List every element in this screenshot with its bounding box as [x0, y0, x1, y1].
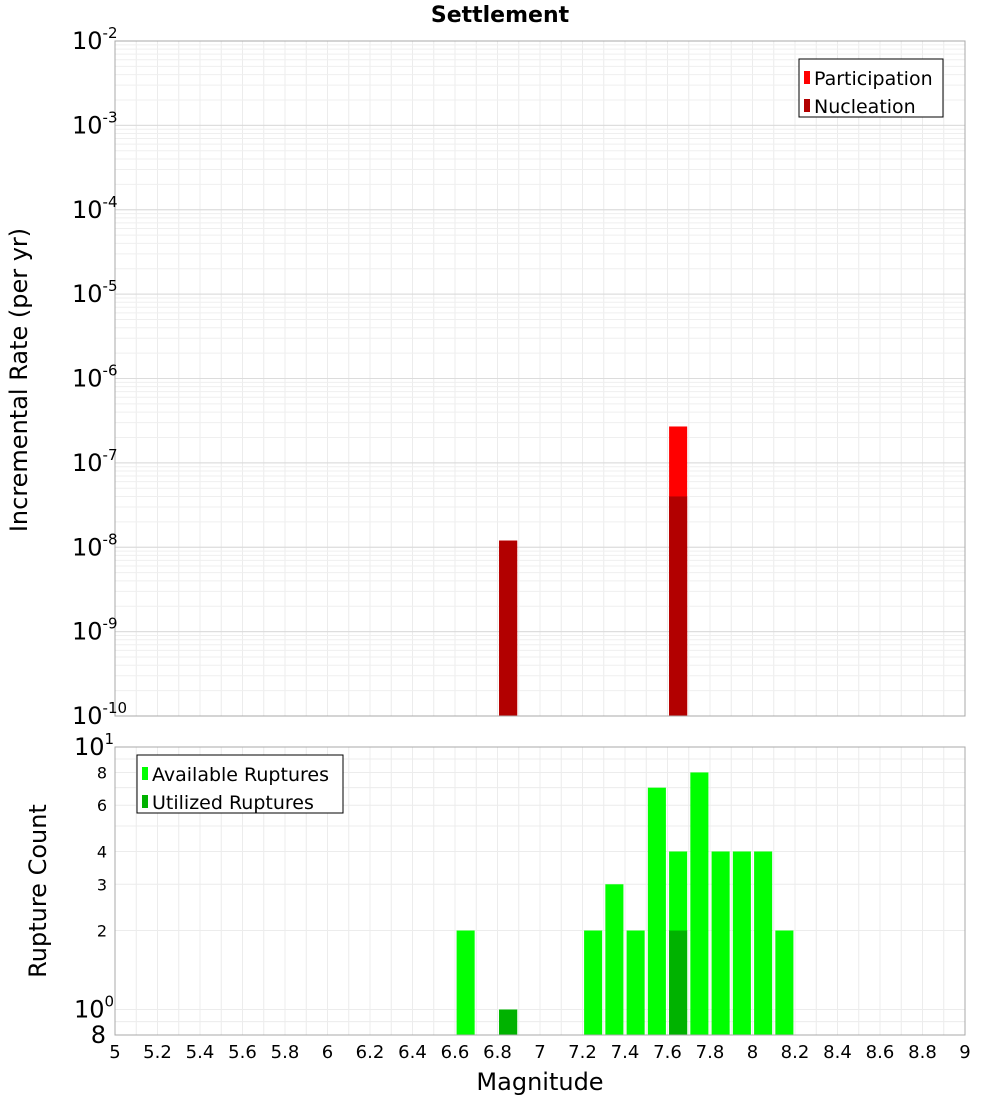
bar-nucleation: [669, 496, 688, 716]
top-legend: Participation Nucleation: [798, 58, 944, 118]
bottom-plot-bars: [456, 772, 794, 1035]
legend-box: [798, 58, 944, 118]
y-tick-label: 10-10: [72, 699, 127, 730]
legend-label: Available Ruptures: [152, 764, 329, 786]
x-tick-label: 5.4: [186, 1042, 215, 1063]
bar-available-ruptures: [584, 930, 603, 1035]
y-tick-label: 10-6: [72, 362, 118, 393]
x-tick-label: 7.6: [653, 1042, 682, 1063]
bar-available-ruptures: [647, 787, 666, 1035]
x-tick-label: 8.8: [908, 1042, 937, 1063]
bar-available-ruptures: [754, 851, 773, 1035]
legend-swatch: [142, 795, 148, 808]
y-tick-label: 100: [74, 993, 114, 1024]
y-tick-label: 10-2: [72, 24, 118, 55]
bar-utilized-ruptures: [499, 1009, 518, 1035]
legend-label: Nucleation: [814, 96, 916, 118]
x-tick-label: 7.2: [568, 1042, 597, 1063]
y-tick-label: 10-3: [72, 108, 118, 139]
top-plot-bars: [499, 426, 688, 716]
bottom-plot-frame: [114, 746, 966, 1036]
bar-nucleation: [499, 540, 518, 716]
bottom-plot-grid: [114, 746, 966, 1036]
top-plot-frame: [114, 40, 966, 717]
bar-available-ruptures: [605, 884, 624, 1035]
x-tick-label: 7.4: [611, 1042, 640, 1063]
y-tick-label: 10-8: [72, 530, 118, 561]
bar-available-ruptures: [775, 930, 794, 1035]
y-tick-label: 3: [97, 875, 107, 894]
x-tick-label: 7: [534, 1042, 545, 1063]
y-tick-label: 10-9: [72, 615, 118, 646]
x-tick-label: 9: [959, 1042, 970, 1063]
bar-available-ruptures: [732, 851, 751, 1035]
y-tick-label: 4: [97, 842, 107, 861]
y-tick-label: 2: [97, 922, 107, 941]
top-y-ticks: 10-10 10-9 10-8 10-7 10-6 10-5 10-4 10-3 10-2: [72, 24, 127, 730]
x-tick-label: 6.4: [398, 1042, 427, 1063]
x-tick-label: 8.4: [823, 1042, 852, 1063]
legend-label: Utilized Ruptures: [152, 792, 314, 814]
y-tick-label: 101: [74, 730, 114, 761]
bar-available-ruptures: [626, 930, 645, 1035]
x-axis-title: Magnitude: [476, 1068, 603, 1096]
x-tick-label: 8.6: [866, 1042, 895, 1063]
x-tick-label: 5.8: [271, 1042, 300, 1063]
bottom-y-axis-title: Rupture Count: [24, 804, 52, 978]
bar-available-ruptures: [690, 772, 709, 1035]
x-tick-label: 8.2: [781, 1042, 810, 1063]
bottom-legend: Available Ruptures Utilized Ruptures: [136, 754, 344, 814]
y-tick-label: 10-5: [72, 277, 118, 308]
y-tick-label: 10-4: [72, 193, 118, 224]
x-tick-label: 6.6: [441, 1042, 470, 1063]
y-tick-label: 6: [97, 796, 107, 815]
top-plot-grid: [114, 40, 966, 717]
x-tick-label: 7.8: [696, 1042, 725, 1063]
chart-title: Settlement: [431, 3, 570, 28]
x-tick-label: 5.6: [228, 1042, 257, 1063]
legend-label: Participation: [814, 68, 933, 90]
bar-utilized-ruptures: [669, 930, 688, 1035]
x-tick-label: 5: [109, 1042, 120, 1063]
bottom-y-ticks: 100 101 8 2 3 4 6 8: [74, 730, 114, 1049]
legend-swatch: [804, 99, 810, 112]
x-tick-label: 6.8: [483, 1042, 512, 1063]
legend-box: [136, 754, 344, 814]
top-y-axis-title: Incremental Rate (per yr): [5, 228, 33, 532]
bar-available-ruptures: [711, 851, 730, 1035]
legend-swatch: [804, 71, 810, 84]
y-tick-label: 8: [91, 1021, 106, 1049]
x-tick-label: 8: [747, 1042, 758, 1063]
y-tick-label: 8: [97, 763, 107, 782]
x-ticks: 5 5.2 5.4 5.6 5.8 6 6.2 6.4 6.6 6.8 7 7.2 7.4 7.6 7.8 8…: [109, 1042, 970, 1063]
y-tick-label: 10-7: [72, 446, 118, 477]
x-tick-label: 5.2: [143, 1042, 172, 1063]
legend-swatch: [142, 767, 148, 780]
x-tick-label: 6.2: [356, 1042, 385, 1063]
x-tick-label: 6: [322, 1042, 333, 1063]
bar-available-ruptures: [456, 930, 475, 1035]
